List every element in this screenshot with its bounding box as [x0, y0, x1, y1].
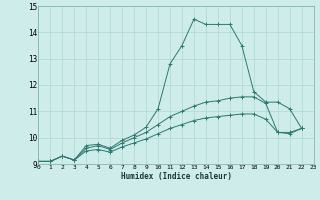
- X-axis label: Humidex (Indice chaleur): Humidex (Indice chaleur): [121, 172, 231, 181]
